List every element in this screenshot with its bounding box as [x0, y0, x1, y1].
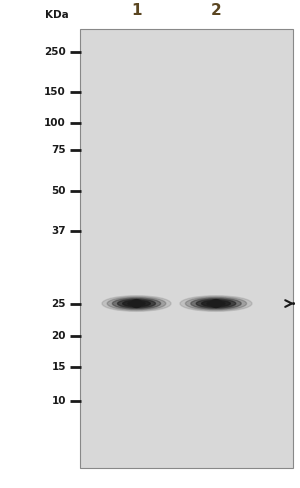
Text: 100: 100 — [44, 118, 66, 128]
Ellipse shape — [118, 299, 155, 308]
FancyBboxPatch shape — [80, 29, 292, 468]
Text: 1: 1 — [131, 3, 142, 18]
Ellipse shape — [107, 297, 166, 310]
Text: KDa: KDa — [45, 11, 69, 20]
Text: 75: 75 — [51, 145, 66, 155]
Ellipse shape — [185, 297, 247, 310]
Ellipse shape — [123, 301, 150, 306]
Ellipse shape — [207, 302, 225, 305]
Text: 250: 250 — [44, 47, 66, 57]
Ellipse shape — [196, 299, 236, 308]
Ellipse shape — [202, 301, 230, 306]
Ellipse shape — [131, 300, 142, 307]
Text: 10: 10 — [52, 396, 66, 406]
Text: 2: 2 — [211, 3, 221, 18]
Ellipse shape — [211, 300, 221, 307]
Text: 37: 37 — [51, 226, 66, 236]
Text: 50: 50 — [52, 186, 66, 196]
Ellipse shape — [180, 296, 252, 311]
Text: 15: 15 — [52, 363, 66, 372]
Ellipse shape — [102, 296, 171, 311]
Ellipse shape — [128, 302, 145, 305]
Text: 25: 25 — [52, 299, 66, 308]
Text: 20: 20 — [52, 331, 66, 341]
Ellipse shape — [112, 298, 161, 309]
Ellipse shape — [191, 298, 241, 309]
Text: 150: 150 — [44, 87, 66, 97]
